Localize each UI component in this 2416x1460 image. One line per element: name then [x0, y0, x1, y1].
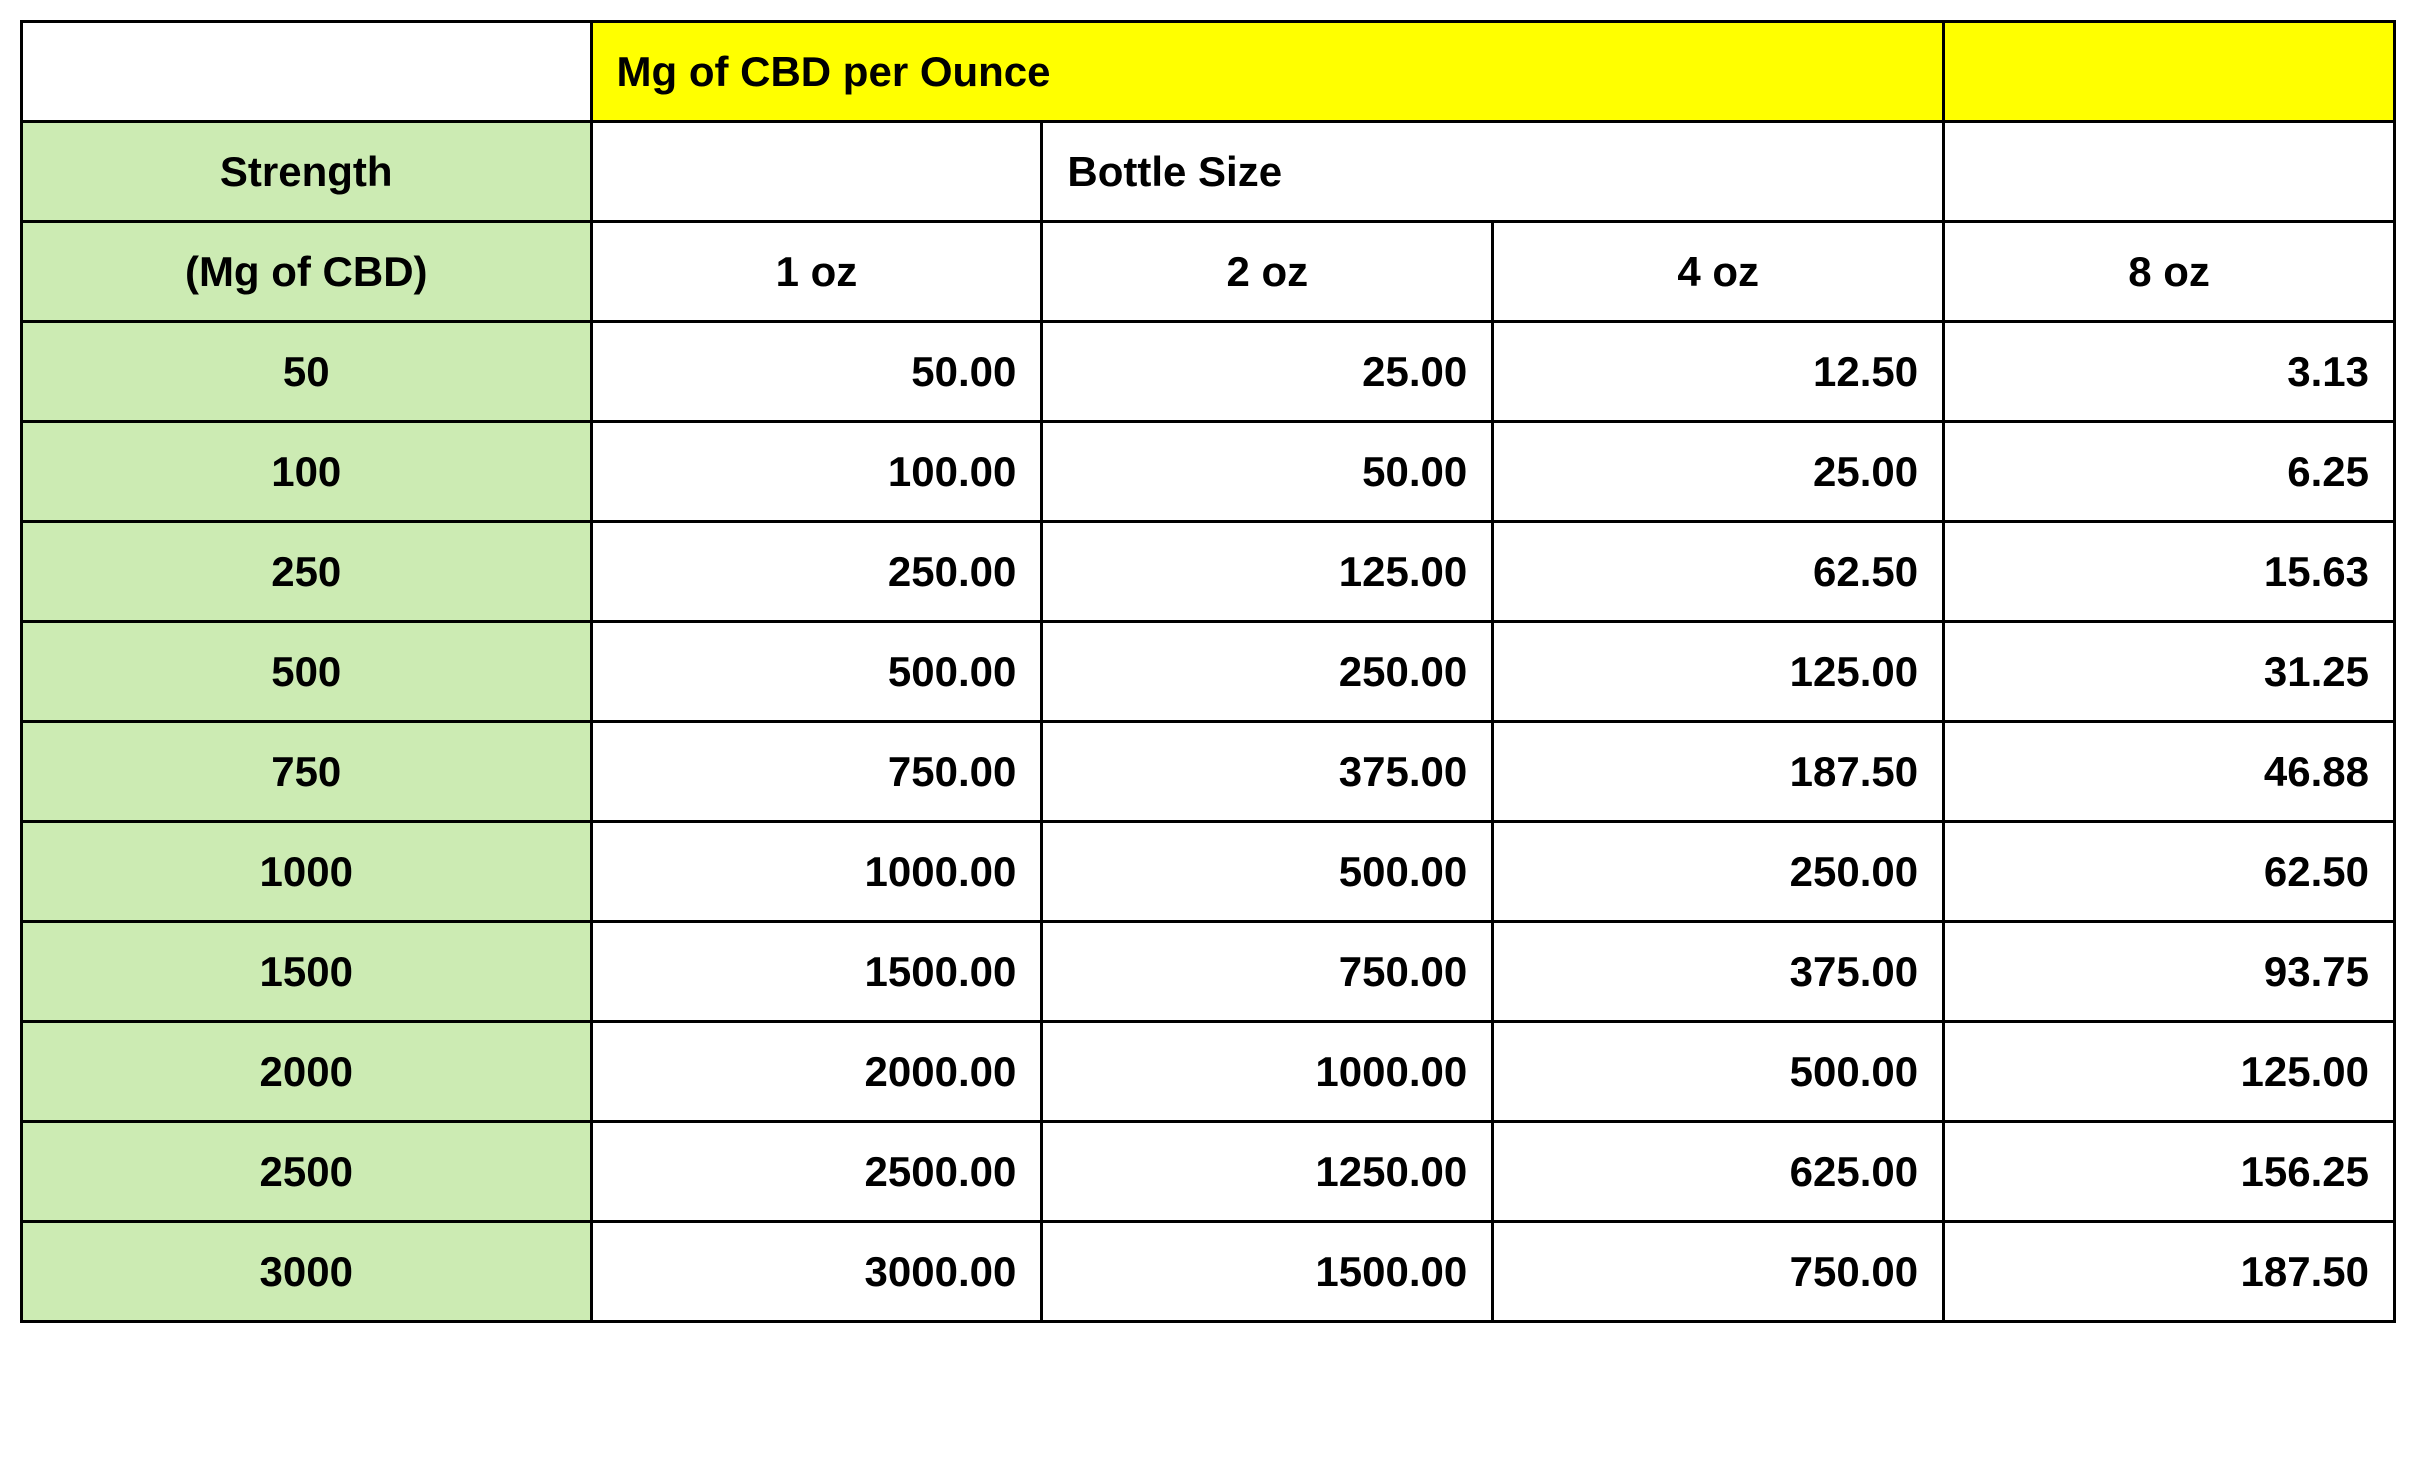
value-cell: 250.00 — [1042, 622, 1493, 722]
strength-unit-header: (Mg of CBD) — [22, 222, 592, 322]
col-4oz: 4 oz — [1493, 222, 1944, 322]
value-cell: 1500.00 — [591, 922, 1042, 1022]
value-cell: 125.00 — [1493, 622, 1944, 722]
strength-cell: 250 — [22, 522, 592, 622]
table-row: 15001500.00750.00375.0093.75 — [22, 922, 2395, 1022]
value-cell: 6.25 — [1944, 422, 2395, 522]
strength-cell: 3000 — [22, 1222, 592, 1322]
columns-row: (Mg of CBD) 1 oz 2 oz 4 oz 8 oz — [22, 222, 2395, 322]
value-cell: 500.00 — [1042, 822, 1493, 922]
title-blank-left — [22, 22, 592, 122]
value-cell: 156.25 — [1944, 1122, 2395, 1222]
value-cell: 187.50 — [1944, 1222, 2395, 1322]
table-row: 5050.0025.0012.503.13 — [22, 322, 2395, 422]
table-row: 500500.00250.00125.0031.25 — [22, 622, 2395, 722]
data-rows: 5050.0025.0012.503.13100100.0050.0025.00… — [22, 322, 2395, 1322]
table-row: 750750.00375.00187.5046.88 — [22, 722, 2395, 822]
strength-cell: 1000 — [22, 822, 592, 922]
subheader-blank-2 — [1944, 122, 2395, 222]
strength-header: Strength — [22, 122, 592, 222]
value-cell: 250.00 — [591, 522, 1042, 622]
value-cell: 625.00 — [1493, 1122, 1944, 1222]
table-row: 20002000.001000.00500.00125.00 — [22, 1022, 2395, 1122]
value-cell: 500.00 — [591, 622, 1042, 722]
title-main: Mg of CBD per Ounce — [591, 22, 1944, 122]
value-cell: 46.88 — [1944, 722, 2395, 822]
cbd-dosage-table: Mg of CBD per Ounce Strength Bottle Size… — [20, 20, 2396, 1323]
value-cell: 31.25 — [1944, 622, 2395, 722]
title-row: Mg of CBD per Ounce — [22, 22, 2395, 122]
strength-cell: 100 — [22, 422, 592, 522]
value-cell: 93.75 — [1944, 922, 2395, 1022]
table-row: 25002500.001250.00625.00156.25 — [22, 1122, 2395, 1222]
strength-cell: 500 — [22, 622, 592, 722]
value-cell: 750.00 — [1493, 1222, 1944, 1322]
value-cell: 750.00 — [1042, 922, 1493, 1022]
table-row: 250250.00125.0062.5015.63 — [22, 522, 2395, 622]
value-cell: 3.13 — [1944, 322, 2395, 422]
table-row: 100100.0050.0025.006.25 — [22, 422, 2395, 522]
subheader-row: Strength Bottle Size — [22, 122, 2395, 222]
value-cell: 1000.00 — [591, 822, 1042, 922]
value-cell: 1250.00 — [1042, 1122, 1493, 1222]
bottle-size-header: Bottle Size — [1042, 122, 1944, 222]
value-cell: 2000.00 — [591, 1022, 1042, 1122]
value-cell: 375.00 — [1042, 722, 1493, 822]
value-cell: 62.50 — [1944, 822, 2395, 922]
value-cell: 250.00 — [1493, 822, 1944, 922]
strength-cell: 2500 — [22, 1122, 592, 1222]
strength-cell: 2000 — [22, 1022, 592, 1122]
value-cell: 500.00 — [1493, 1022, 1944, 1122]
value-cell: 15.63 — [1944, 522, 2395, 622]
table-row: 10001000.00500.00250.0062.50 — [22, 822, 2395, 922]
col-2oz: 2 oz — [1042, 222, 1493, 322]
strength-cell: 750 — [22, 722, 592, 822]
value-cell: 3000.00 — [591, 1222, 1042, 1322]
value-cell: 125.00 — [1944, 1022, 2395, 1122]
value-cell: 62.50 — [1493, 522, 1944, 622]
value-cell: 187.50 — [1493, 722, 1944, 822]
strength-cell: 50 — [22, 322, 592, 422]
value-cell: 375.00 — [1493, 922, 1944, 1022]
value-cell: 12.50 — [1493, 322, 1944, 422]
col-8oz: 8 oz — [1944, 222, 2395, 322]
table-row: 30003000.001500.00750.00187.50 — [22, 1222, 2395, 1322]
value-cell: 1000.00 — [1042, 1022, 1493, 1122]
value-cell: 100.00 — [591, 422, 1042, 522]
value-cell: 2500.00 — [591, 1122, 1042, 1222]
title-blank-right — [1944, 22, 2395, 122]
value-cell: 25.00 — [1493, 422, 1944, 522]
value-cell: 50.00 — [1042, 422, 1493, 522]
col-1oz: 1 oz — [591, 222, 1042, 322]
value-cell: 750.00 — [591, 722, 1042, 822]
value-cell: 1500.00 — [1042, 1222, 1493, 1322]
value-cell: 25.00 — [1042, 322, 1493, 422]
subheader-blank-1 — [591, 122, 1042, 222]
strength-cell: 1500 — [22, 922, 592, 1022]
value-cell: 125.00 — [1042, 522, 1493, 622]
value-cell: 50.00 — [591, 322, 1042, 422]
